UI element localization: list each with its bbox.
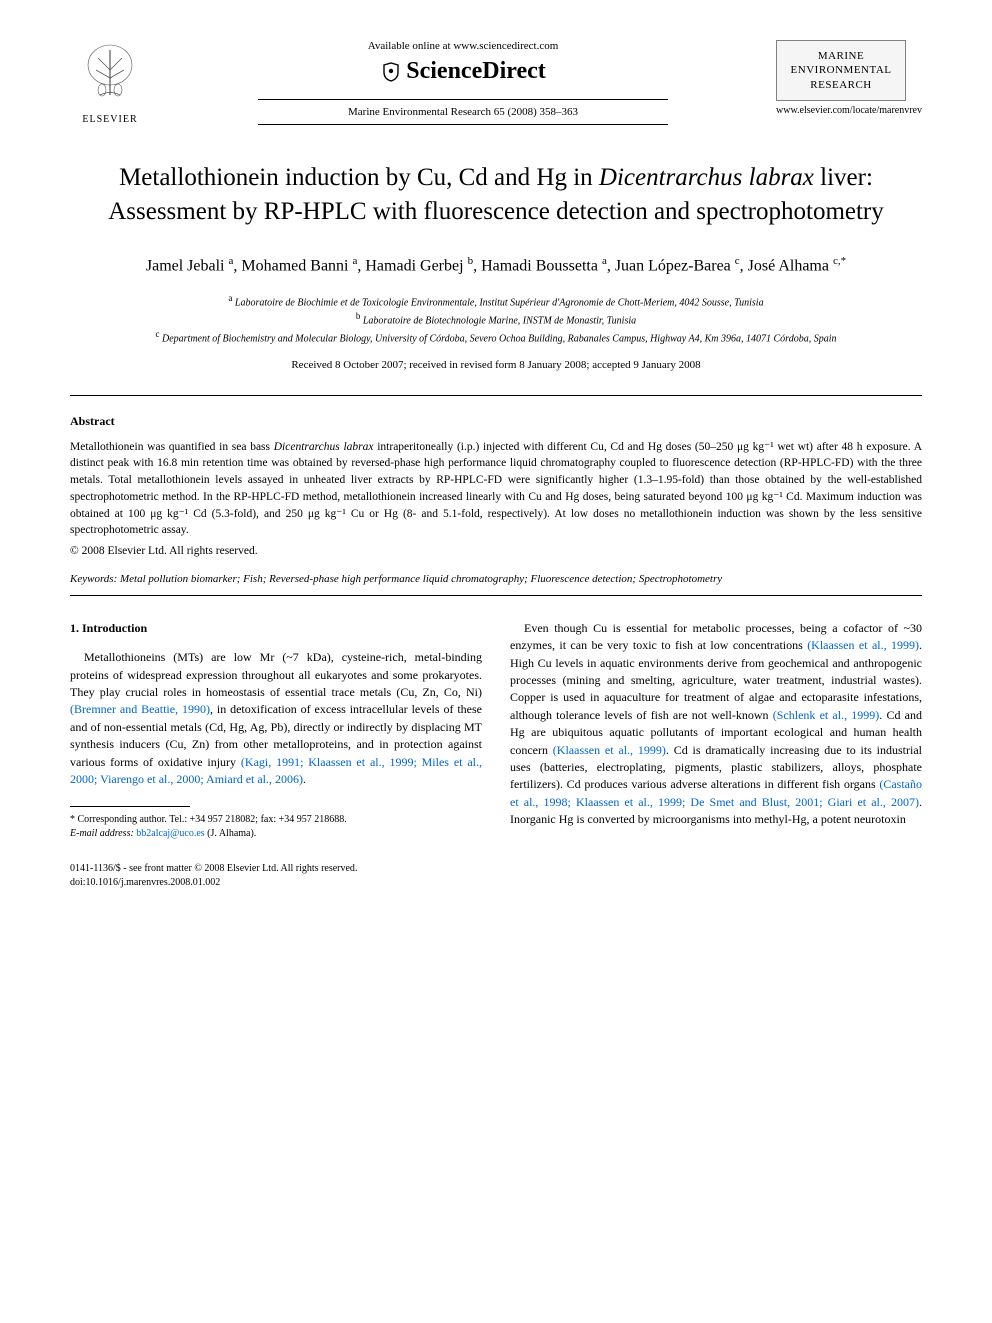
keywords-values: Metal pollution biomarker; Fish; Reverse…	[120, 573, 722, 585]
journal-cover-block: MARINE ENVIRONMENTAL RESEARCH www.elsevi…	[776, 40, 922, 116]
article-title: Metallothionein induction by Cu, Cd and …	[70, 161, 922, 229]
column-right: Even though Cu is essential for metaboli…	[510, 620, 922, 890]
footnote-email-line: E-mail address: bb2alcaj@uco.es (J. Alha…	[70, 827, 482, 841]
intro-paragraph-2: Even though Cu is essential for metaboli…	[510, 620, 922, 829]
intro-paragraph-1: Metallothioneins (MTs) are low Mr (~7 kD…	[70, 649, 482, 788]
journal-cover: MARINE ENVIRONMENTAL RESEARCH	[776, 40, 906, 101]
keywords-line: Keywords: Metal pollution biomarker; Fis…	[70, 573, 922, 585]
journal-url: www.elsevier.com/locate/marenvrev	[776, 105, 922, 116]
journal-cover-title: MARINE ENVIRONMENTAL RESEARCH	[783, 49, 899, 92]
footer-doi: doi:10.1016/j.marenvres.2008.01.002	[70, 876, 482, 890]
available-online-text: Available online at www.sciencedirect.co…	[170, 40, 756, 52]
authors-line: Jamel Jebali a, Mohamed Banni a, Hamadi …	[70, 253, 922, 278]
abstract-text: Metallothionein was quantified in sea ba…	[70, 439, 922, 539]
section-1-heading: 1. Introduction	[70, 620, 482, 637]
header-center: Available online at www.sciencedirect.co…	[150, 40, 776, 125]
corresponding-author-footnote: * Corresponding author. Tel.: +34 957 21…	[70, 813, 482, 840]
footnote-email-name: (J. Alhama).	[207, 828, 256, 839]
elsevier-name: ELSEVIER	[82, 114, 137, 125]
keywords-label: Keywords:	[70, 573, 117, 585]
footer-front-matter: 0141-1136/$ - see front matter © 2008 El…	[70, 862, 482, 876]
affiliations: a Laboratoire de Biochimie et de Toxicol…	[70, 292, 922, 347]
title-part-1: Metallothionein induction by Cu, Cd and …	[119, 164, 599, 191]
elsevier-tree-icon	[80, 40, 140, 110]
page-header: ELSEVIER Available online at www.science…	[70, 40, 922, 125]
footnote-email-address[interactable]: bb2alcaj@uco.es	[136, 828, 204, 839]
abstract-section: Abstract Metallothionein was quantified …	[70, 414, 922, 585]
footnote-separator	[70, 806, 190, 807]
title-italic: Dicentrarchus labrax	[599, 164, 814, 191]
abstract-heading: Abstract	[70, 414, 922, 429]
body-columns: 1. Introduction Metallothioneins (MTs) a…	[70, 620, 922, 890]
journal-reference: Marine Environmental Research 65 (2008) …	[170, 106, 756, 118]
article-dates: Received 8 October 2007; received in rev…	[70, 359, 922, 371]
page-footer: 0141-1136/$ - see front matter © 2008 El…	[70, 862, 482, 889]
abstract-copyright: © 2008 Elsevier Ltd. All rights reserved…	[70, 545, 922, 557]
elsevier-logo: ELSEVIER	[70, 40, 150, 125]
column-left: 1. Introduction Metallothioneins (MTs) a…	[70, 620, 482, 890]
footnote-corresponding: * Corresponding author. Tel.: +34 957 21…	[70, 813, 482, 827]
sciencedirect-icon	[380, 61, 402, 83]
sciencedirect-label: ScienceDirect	[406, 58, 546, 85]
sciencedirect-logo: ScienceDirect	[170, 58, 756, 85]
footnote-email-label: E-mail address:	[70, 828, 134, 839]
